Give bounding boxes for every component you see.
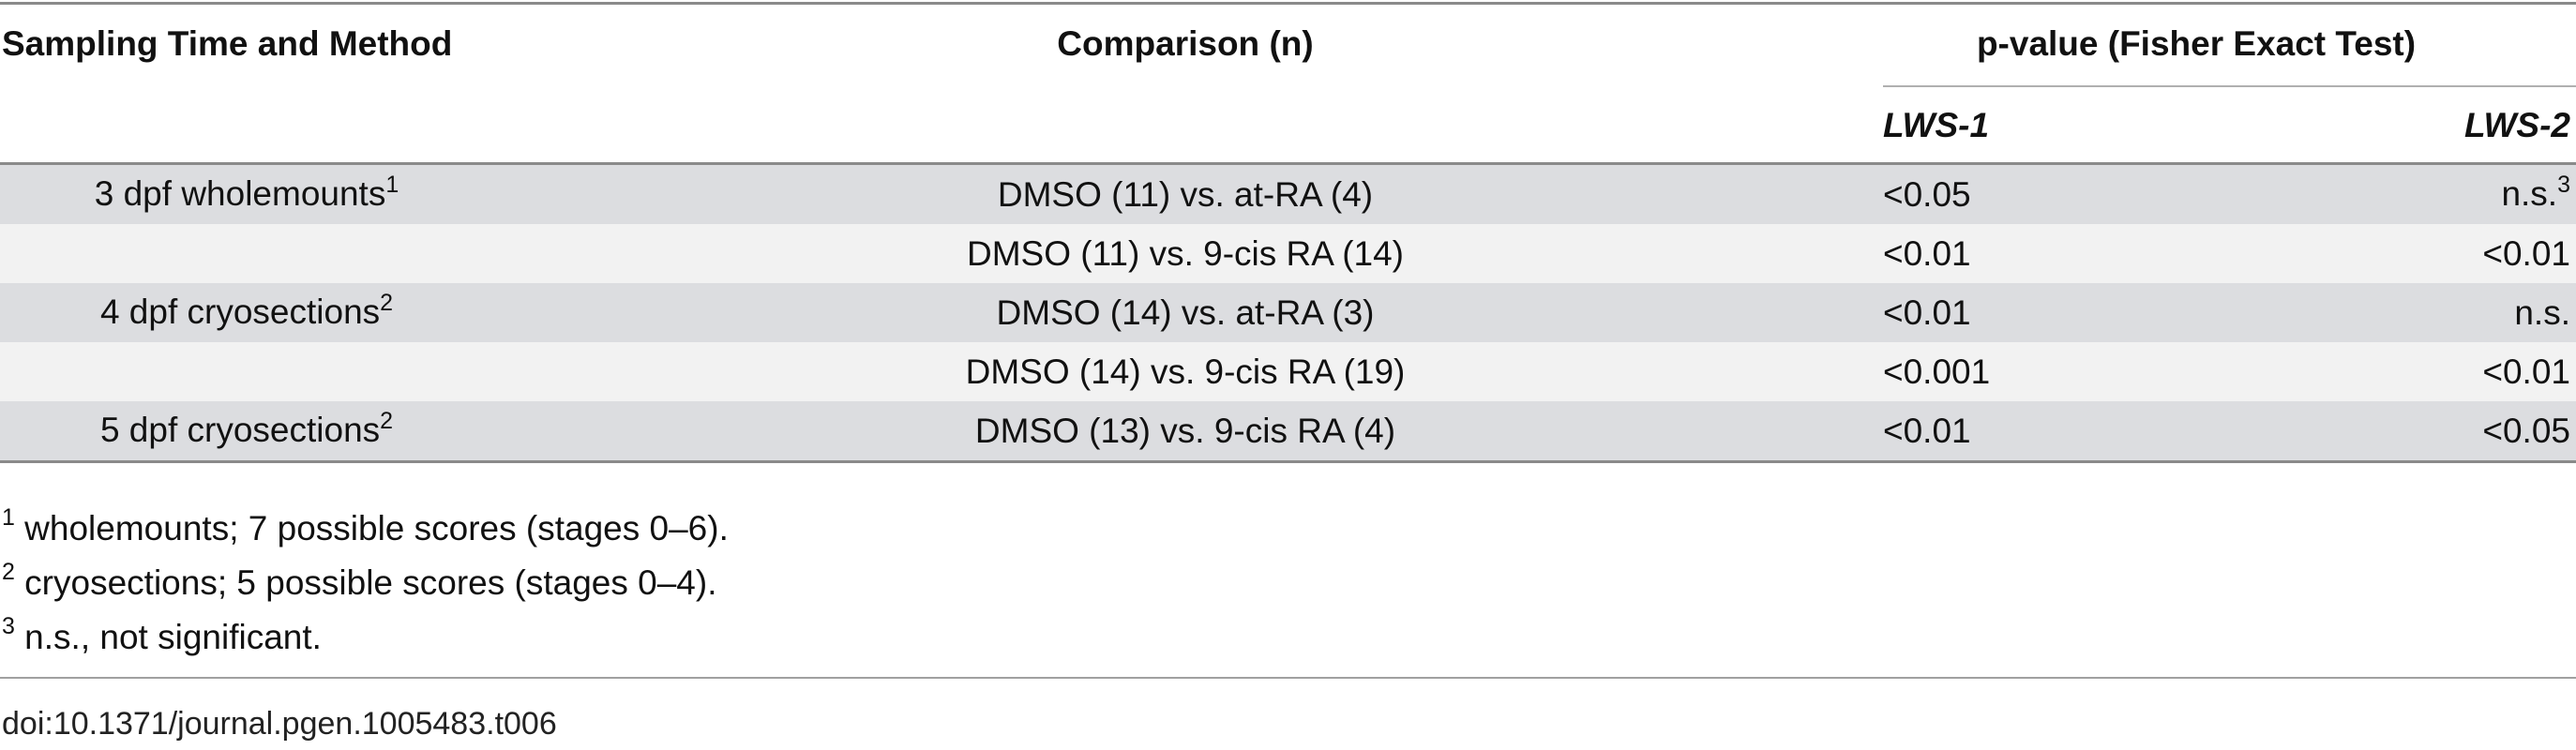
row-lws1: <0.01 [1883,293,1971,332]
row-lws1: <0.001 [1883,352,1991,391]
row-lws2: <0.01 [2482,352,2570,391]
table-row: 5 dpf cryosections2 DMSO (13) vs. 9-cis … [0,401,2576,460]
footnote-2: 2 cryosections; 5 possible scores (stage… [2,559,717,603]
row-comparison: DMSO (13) vs. 9-cis RA (4) [974,412,1396,450]
row-comparison: DMSO (11) vs. at-RA (4) [997,175,1374,214]
table-top-rule [0,2,2576,5]
table-row: 3 dpf wholemounts1 DMSO (11) vs. at-RA (… [0,165,2576,224]
table-row: DMSO (11) vs. 9-cis RA (14) <0.01 <0.01 [0,224,2576,283]
row-time: 5 dpf cryosections2 [99,408,394,450]
header-sub-rule [1883,85,2576,87]
table-row: DMSO (14) vs. 9-cis RA (19) <0.001 <0.01 [0,342,2576,401]
doi-link[interactable]: doi:10.1371/journal.pgen.1005483.t006 [2,706,557,742]
row-comparison: DMSO (11) vs. 9-cis RA (14) [966,234,1405,273]
header-lws-1: LWS-1 [1883,106,1990,144]
header-sampling-time: Sampling Time and Method [2,24,453,63]
footer-rule [0,677,2576,679]
header-comparison: Comparison (n) [1057,24,1314,63]
row-lws2: n.s. [2514,293,2570,332]
footnote-1: 1 wholemounts; 7 possible scores (stages… [2,504,729,548]
row-lws1: <0.05 [1883,175,1971,214]
row-comparison: DMSO (14) vs. 9-cis RA (19) [965,352,1406,391]
header-p-value: p-value (Fisher Exact Test) [1976,24,2417,63]
table-bottom-rule [0,460,2576,463]
row-lws2: <0.05 [2482,412,2570,450]
row-time: 3 dpf wholemounts1 [94,172,399,214]
header-lws-2: LWS-2 [2463,106,2570,144]
row-comparison: DMSO (14) vs. at-RA (3) [996,293,1375,332]
header-bottom-rule [0,162,2576,165]
row-lws2: n.s.3 [2501,172,2570,214]
row-lws1: <0.01 [1883,412,1971,450]
row-lws1: <0.01 [1883,234,1971,273]
row-lws2: <0.01 [2482,234,2570,273]
footnote-3: 3 n.s., not significant. [2,613,322,657]
row-time: 4 dpf cryosections2 [99,290,394,332]
table-row: 4 dpf cryosections2 DMSO (14) vs. at-RA … [0,283,2576,342]
